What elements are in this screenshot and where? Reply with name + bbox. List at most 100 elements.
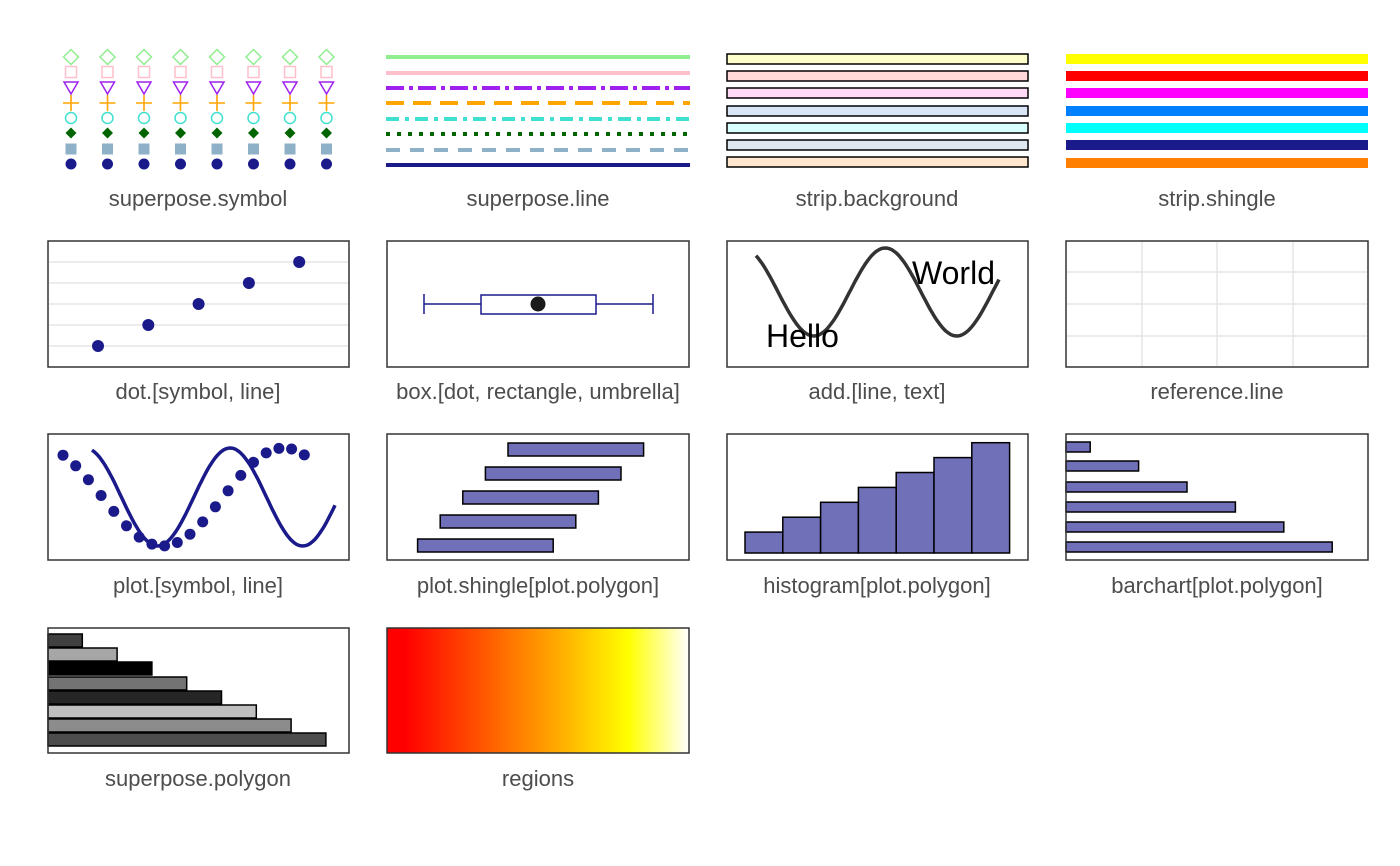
superpose-symbol-plus (99, 95, 116, 111)
plot-point (108, 505, 120, 517)
superpose-symbol-triangle-down (62, 81, 80, 96)
strip-shingle-2 (1066, 71, 1368, 81)
superpose-symbol-diamond-open (135, 48, 153, 66)
superpose-symbol-diamond-filled (284, 127, 296, 139)
dot-point (142, 319, 155, 331)
strip-background-5 (726, 122, 1029, 134)
plot-point (70, 460, 82, 472)
superpose-polygon-panel (47, 627, 350, 754)
label-strip-background: strip.background (796, 186, 959, 211)
superpose-symbol-square (102, 143, 113, 155)
superpose-symbol-diamond-open (62, 48, 80, 66)
plot-point (298, 449, 310, 461)
superpose-symbol-plus (172, 95, 189, 111)
plot-point (273, 442, 285, 454)
label-barchart: barchart[plot.polygon] (1111, 573, 1323, 598)
strip-background-2 (726, 70, 1029, 82)
histogram-bar (895, 471, 935, 554)
superpose-symbol-diamond-filled (138, 127, 150, 139)
barchart-bar (1065, 521, 1285, 533)
superpose-polygon-bar (47, 704, 258, 719)
strip-background-1 (726, 53, 1029, 65)
plot-point (222, 485, 234, 497)
panel-frame (1065, 240, 1369, 368)
strip-background-7 (726, 156, 1029, 168)
superpose-symbol-square (65, 143, 77, 155)
reference-line-panel (1065, 240, 1369, 368)
label-histogram: histogram[plot.polygon] (763, 573, 990, 598)
label-dot: dot.[symbol, line] (115, 379, 280, 404)
superpose-symbol-triangle-down (281, 81, 299, 96)
box-median-dot (530, 296, 546, 312)
superpose-symbol-diamond-filled (65, 127, 77, 139)
label-reference-line: reference.line (1150, 379, 1283, 404)
add-line (754, 246, 1001, 338)
superpose-symbol-diamond-open (244, 48, 263, 66)
superpose-symbol-plus (318, 95, 335, 111)
plot-line (90, 446, 337, 548)
superpose-symbol-diamond-open (281, 48, 299, 66)
reference-grid (1067, 242, 1367, 366)
panel-frame (47, 240, 350, 368)
superpose-symbol-diamond-open (317, 48, 336, 66)
histogram-bar (971, 441, 1011, 554)
plot-point (184, 528, 196, 540)
superpose-symbol-circle-open (174, 111, 187, 125)
barchart-bar (1065, 441, 1091, 453)
label-superpose-symbol: superpose.symbol (109, 186, 288, 211)
superpose-symbol-dot (102, 158, 113, 170)
superpose-symbol-circle-open (283, 111, 297, 125)
dot-point (192, 298, 205, 310)
superpose-symbol-dot (175, 158, 186, 170)
histogram-bar (857, 486, 897, 554)
superpose-symbol-plus (282, 95, 298, 111)
dot-point (242, 277, 255, 289)
panel-frame (386, 433, 690, 561)
superpose-symbol-diamond-filled (211, 127, 223, 139)
plot-point (82, 474, 94, 486)
panel-frame (386, 627, 690, 754)
add-text-world: World (912, 255, 995, 291)
superpose-symbol-circle-open (137, 111, 151, 125)
plot-point (121, 520, 132, 532)
superpose-symbol-diamond-open (208, 48, 226, 66)
plot-shingle-panel (386, 433, 690, 561)
dot-point (92, 340, 104, 352)
strip-background-3 (726, 87, 1029, 99)
superpose-symbol-square-open (247, 65, 260, 79)
superpose-symbol-diamond-filled (175, 127, 186, 139)
regions-panel (386, 627, 690, 754)
superpose-symbol-triangle-down (172, 81, 189, 96)
strip-background-panel (726, 53, 1029, 168)
superpose-polygon-bar (47, 732, 327, 747)
plot-point (286, 443, 298, 455)
dot-panel (47, 240, 350, 368)
plot-point (95, 490, 107, 501)
panel-frame (726, 240, 1029, 368)
histogram-bar (744, 531, 784, 554)
plot-point (235, 469, 247, 481)
superpose-symbol-diamond-filled (102, 127, 113, 139)
superpose-polygon-bar (47, 647, 118, 662)
superpose-symbol-square-open (101, 65, 114, 79)
superpose-symbol-square (138, 143, 150, 155)
superpose-symbol-square (211, 143, 223, 155)
superpose-symbol-plus (136, 95, 152, 111)
box-panel (386, 240, 690, 368)
plot-point (57, 449, 69, 461)
superpose-symbol-dot (138, 158, 150, 170)
label-plot-shingle: plot.shingle[plot.polygon] (417, 573, 659, 598)
add-panel: Hello World (726, 240, 1029, 368)
superpose-symbol-circle-open (210, 111, 224, 125)
strip-background-6 (726, 139, 1029, 151)
superpose-symbol-square-open (174, 65, 187, 79)
superpose-polygon-bar (47, 633, 84, 648)
superpose-polygon-bar (47, 661, 153, 676)
superpose-symbol-square (248, 143, 259, 155)
histogram-bar (819, 501, 860, 554)
strip-shingle-6 (1066, 140, 1368, 150)
superpose-polygon-bar (47, 690, 223, 705)
superpose-symbol-plus (63, 95, 79, 111)
label-strip-shingle: strip.shingle (1158, 186, 1275, 211)
plot-point (171, 537, 183, 548)
